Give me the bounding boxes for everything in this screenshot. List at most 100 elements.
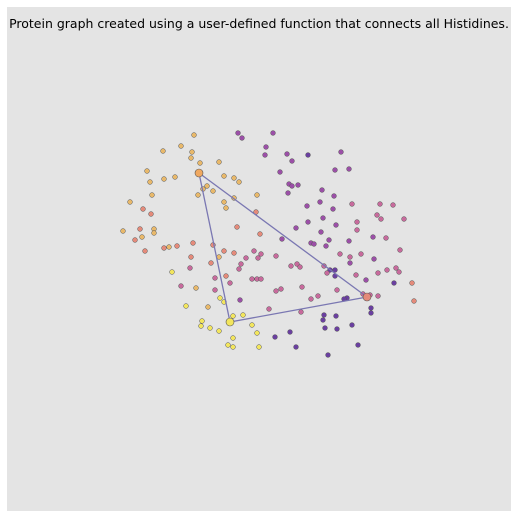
- residue-node: [231, 175, 237, 181]
- residue-node: [285, 190, 291, 196]
- residue-node: [188, 254, 194, 260]
- residue-node: [383, 235, 389, 241]
- residue-node: [305, 152, 311, 158]
- residue-node: [190, 240, 196, 246]
- residue-node: [349, 322, 355, 328]
- residue-node: [346, 238, 352, 244]
- residue-node: [197, 160, 203, 166]
- residue-node: [120, 228, 126, 234]
- residue-node: [272, 334, 278, 340]
- residue-node: [223, 205, 229, 211]
- residue-node: [295, 182, 301, 188]
- residue-node: [199, 318, 205, 324]
- residue-node: [230, 344, 236, 350]
- residue-node: [144, 168, 150, 174]
- residue-node: [368, 305, 374, 311]
- residue-node: [262, 152, 268, 158]
- residue-node: [160, 148, 166, 154]
- residue-node: [332, 267, 338, 273]
- residue-node: [346, 166, 352, 172]
- residue-node: [308, 296, 314, 302]
- residue-node: [358, 251, 364, 257]
- residue-node: [347, 254, 353, 260]
- residue-node: [375, 270, 381, 276]
- residue-node: [304, 203, 310, 209]
- residue-node: [249, 322, 255, 328]
- residue-node: [149, 192, 155, 198]
- residue-node: [174, 243, 180, 249]
- histidine-edge: [198, 172, 231, 323]
- residue-node: [127, 199, 133, 205]
- residue-node: [212, 275, 218, 281]
- residue-node: [390, 202, 396, 208]
- residue-node: [132, 237, 138, 243]
- residue-node: [409, 280, 415, 286]
- residue-node: [210, 188, 216, 194]
- residue-node: [223, 273, 229, 279]
- residue-node: [178, 283, 184, 289]
- residue-node: [256, 344, 262, 350]
- residue-node: [397, 247, 403, 253]
- residue-node: [298, 309, 304, 315]
- residue-node: [172, 174, 178, 180]
- residue-node: [263, 144, 269, 150]
- residue-node: [320, 317, 326, 323]
- residue-node: [258, 276, 264, 282]
- residue-node: [251, 248, 257, 254]
- residue-node: [142, 248, 148, 254]
- residue-node: [378, 216, 384, 222]
- residue-node: [293, 344, 299, 350]
- residue-node: [151, 230, 157, 236]
- residue-node: [368, 310, 374, 316]
- residue-node: [353, 272, 359, 278]
- residue-node: [238, 261, 244, 267]
- residue-node: [375, 293, 381, 299]
- residue-node: [326, 237, 332, 243]
- residue-node: [216, 328, 222, 334]
- residue-node: [216, 159, 222, 165]
- residue-node: [401, 216, 407, 222]
- residue-node: [140, 206, 146, 212]
- residue-node: [188, 155, 194, 161]
- histidine-node: [225, 317, 235, 327]
- residue-node: [208, 260, 214, 266]
- residue-node: [371, 256, 377, 262]
- residue-node: [279, 236, 285, 242]
- residue-node: [377, 201, 383, 207]
- residue-node: [288, 263, 294, 269]
- residue-node: [370, 234, 376, 240]
- residue-node: [354, 227, 360, 233]
- residue-node: [266, 306, 272, 312]
- residue-node: [284, 151, 290, 157]
- residue-node: [258, 251, 264, 257]
- residue-node: [187, 265, 193, 271]
- residue-node: [255, 255, 261, 261]
- residue-node: [191, 132, 197, 138]
- residue-node: [320, 215, 326, 221]
- plot-title: Protein graph created using a user-defin…: [9, 16, 509, 31]
- residue-node: [225, 342, 231, 348]
- residue-node: [207, 325, 213, 331]
- residue-node: [230, 313, 236, 319]
- residue-node: [393, 265, 399, 271]
- residue-node: [166, 244, 172, 250]
- residue-node: [139, 234, 145, 240]
- residue-node: [363, 277, 369, 283]
- residue-node: [297, 264, 303, 270]
- residue-node: [270, 130, 276, 136]
- residue-node: [249, 276, 255, 282]
- residue-node: [231, 250, 237, 256]
- residue-node: [337, 251, 343, 257]
- residue-node: [148, 211, 154, 217]
- histidine-node: [362, 292, 372, 302]
- histidine-edge: [198, 172, 368, 298]
- residue-node: [333, 313, 339, 319]
- residue-node: [147, 179, 153, 185]
- residue-node: [333, 222, 339, 228]
- residue-node: [243, 255, 249, 261]
- residue-node: [319, 187, 325, 193]
- residue-node: [169, 269, 175, 275]
- histidine-layer: [194, 168, 372, 327]
